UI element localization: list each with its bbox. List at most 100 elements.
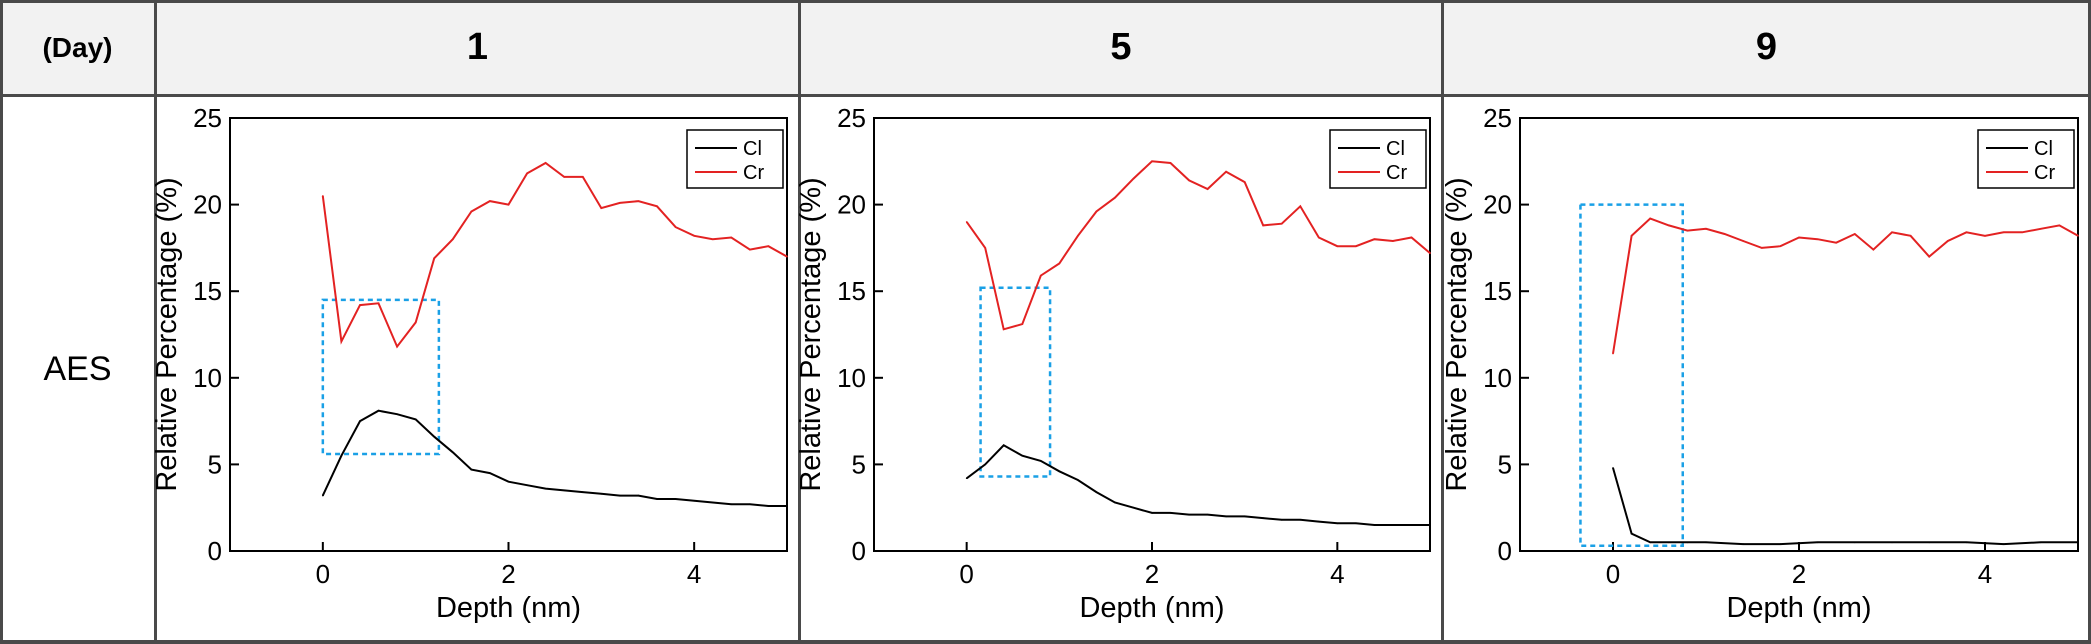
data-point-cr xyxy=(656,205,658,208)
data-point-cr xyxy=(1686,229,1689,232)
series-cr xyxy=(321,161,788,349)
y-tick-label: 0 xyxy=(852,536,866,566)
series-cl xyxy=(965,444,1431,526)
data-point-cl xyxy=(414,418,417,421)
y-tick-label: 5 xyxy=(852,449,866,479)
data-point-cr xyxy=(1299,205,1302,208)
data-point-cl xyxy=(1928,541,1930,544)
data-point-cl xyxy=(433,435,436,438)
data-point-cl xyxy=(711,501,714,504)
legend-label-cr: Cr xyxy=(2034,162,2055,184)
data-point-cl xyxy=(1336,522,1339,525)
y-tick-label: 20 xyxy=(1483,190,1512,220)
data-point-cl xyxy=(507,480,510,483)
y-tick-label: 10 xyxy=(1483,363,1512,393)
y-tick-label: 5 xyxy=(1498,449,1512,479)
legend-label-cl: Cl xyxy=(743,138,762,160)
x-axis-label: Depth (nm) xyxy=(436,592,581,624)
series-line-cr xyxy=(321,161,788,349)
day-header-1: 1 xyxy=(155,0,800,95)
data-point-cl xyxy=(1151,512,1153,514)
data-point-cr xyxy=(433,257,436,260)
table-border-col1 xyxy=(154,0,157,644)
legend-box xyxy=(1329,129,1427,189)
data-point-cl xyxy=(749,503,751,506)
data-point-cr xyxy=(619,202,621,204)
x-tick-label: 0 xyxy=(959,559,973,589)
table-border-mid xyxy=(0,94,2091,97)
data-point-cr xyxy=(1318,236,1320,239)
data-point-cr xyxy=(2058,224,2061,227)
data-point-cl xyxy=(544,487,547,490)
y-axis-label: Relative Percentage (%) xyxy=(1441,177,1473,491)
highlight-box xyxy=(1579,203,1684,548)
data-point-cl xyxy=(1225,515,1227,518)
data-point-cl xyxy=(581,491,584,493)
data-point-cr xyxy=(1649,217,1651,220)
data-point-cr xyxy=(581,176,584,178)
data-point-cl xyxy=(2040,541,2042,544)
data-point-cl xyxy=(526,484,528,486)
data-point-cl xyxy=(1612,467,1614,469)
table-border-bottom xyxy=(0,640,2091,644)
chart-day-5: 0 5 10 15 20 25 0 2 4 Depth (nm) Relative Percenta… xyxy=(795,103,1431,624)
y-axis-label: Relative Percentage (%) xyxy=(151,177,183,491)
highlight-box xyxy=(979,286,1052,478)
data-point-cl xyxy=(1649,541,1651,544)
y-tick-label: 25 xyxy=(1483,103,1512,133)
data-point-cr xyxy=(1373,238,1376,241)
data-point-cr xyxy=(1630,234,1633,237)
data-point-cl xyxy=(1630,532,1633,535)
data-point-cl xyxy=(656,498,658,500)
data-point-cl xyxy=(1077,479,1079,481)
data-point-cr xyxy=(730,236,733,239)
x-tick-label: 2 xyxy=(501,559,515,589)
data-point-cl xyxy=(1318,520,1320,523)
table-border-left xyxy=(0,0,3,644)
x-tick-label: 2 xyxy=(1145,559,1159,589)
data-point-cl xyxy=(1392,524,1394,526)
legend-label-cl: Cl xyxy=(2034,138,2053,160)
y-tick-label: 20 xyxy=(837,190,866,220)
legend-box xyxy=(686,129,784,189)
y-tick-label: 15 xyxy=(837,276,866,306)
data-point-cl xyxy=(470,468,473,471)
data-point-cl xyxy=(1891,541,1893,544)
data-point-cl xyxy=(377,409,380,412)
data-point-cl xyxy=(1779,543,1782,545)
series-cl xyxy=(321,409,788,507)
data-point-cr xyxy=(526,172,528,175)
data-point-cr xyxy=(1928,255,1930,258)
data-point-cr xyxy=(1429,252,1431,254)
data-point-cl xyxy=(340,454,343,457)
data-point-cl xyxy=(600,493,603,495)
data-point-cr xyxy=(2002,231,2005,234)
data-point-cl xyxy=(1188,513,1190,516)
data-point-cr xyxy=(507,203,510,206)
data-point-cr xyxy=(1114,196,1116,199)
data-point-cl xyxy=(1429,524,1431,526)
data-point-cr xyxy=(2021,231,2023,234)
data-point-cl xyxy=(637,494,640,497)
series-cr xyxy=(965,160,1431,331)
data-point-cr xyxy=(322,195,324,197)
data-point-cr xyxy=(1021,323,1024,325)
day-header-9: 9 xyxy=(1442,0,2091,95)
data-point-cr xyxy=(1188,179,1190,182)
data-point-cl xyxy=(693,499,695,502)
data-point-cr xyxy=(1077,234,1079,237)
data-point-cl xyxy=(1114,501,1116,504)
data-point-cl xyxy=(1206,513,1209,516)
data-point-cr xyxy=(1779,245,1782,247)
row-label-aes: AES xyxy=(43,350,112,388)
data-point-cl xyxy=(452,451,454,454)
legend-label-cr: Cr xyxy=(1386,162,1407,184)
series-line-cr xyxy=(1612,217,2079,354)
data-point-cr xyxy=(1984,234,1986,237)
data-point-cl xyxy=(1355,522,1357,525)
data-point-cr xyxy=(965,221,968,223)
data-point-cl xyxy=(1243,515,1246,518)
data-point-cr xyxy=(1206,188,1209,190)
